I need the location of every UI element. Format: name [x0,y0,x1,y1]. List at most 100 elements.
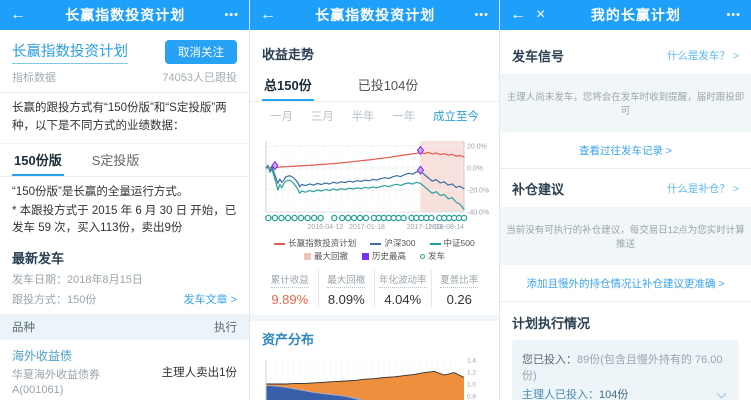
divider [500,301,751,302]
stat-label: 夏普比率 [440,272,479,288]
manager-invested-value: 104份 [599,389,629,400]
appbar-title: 长赢指数投资计划 [315,7,436,23]
svg-text:1.4: 1.4 [467,358,476,365]
plan-intro-text: 长赢的跟投方式有“150份版”和“S定投版”两种，以下是不同方式的业绩数据： [12,102,227,132]
more-icon[interactable]: ••• [726,9,741,21]
topup-section-title: 补仓建议 [512,182,565,197]
back-icon[interactable]: ← [510,6,526,23]
chevron-right-icon: > [732,50,739,62]
range-1m[interactable]: 一月 [270,111,293,123]
table-row[interactable]: 海外收益债 华夏海外收益债券 A(001061) 主理人卖出1份 [12,340,237,400]
time-range-selector: 一月 三月 半年 一年 成立至今 [262,102,487,126]
tab-150-version[interactable]: 150份版 [12,144,64,176]
asset-distribution-chart: 1.41.21.00.80.60.4 [265,358,476,400]
divider [0,92,249,93]
svg-text:2017-11-03: 2017-11-03 [407,224,442,231]
version-tabs: 150份版 S定投版 [0,142,249,177]
execution-status-box: 您已投入：89份(包含且慢外持有的 76.00份) 主理人已投入：104份 [512,340,739,400]
back-icon[interactable]: ← [10,6,26,23]
panel3-content: 发车信号 什么是发车？ > 主理人尚未发车，您将会在发车时收到提醒，届时跟投即可… [500,30,751,400]
tab-total-150[interactable]: 总150份 [262,69,314,101]
legend-hs300: 沪深300 [384,238,416,248]
plan-line-swatch [274,242,286,245]
plan-subtitle: 指标数据 [12,72,56,84]
legend-zz500: 中证500 [443,238,475,248]
panel-my-plan: ← × 我的长赢计划 ••• 发车信号 什么是发车？ > 主理人尚未发车，您将会… [500,0,751,400]
fund-category: 海外收益债 [12,349,73,364]
follow-mode-value: 150份 [67,294,97,307]
stat-label: 年化波动率 [378,272,427,288]
appbar-3: ← × 我的长赢计划 ••• [500,0,751,30]
depart-date-label: 发车日期： [12,274,67,287]
range-6m[interactable]: 半年 [351,111,375,123]
col-action: 执行 [214,322,237,335]
range-1y[interactable]: 一年 [392,111,416,123]
chevron-right-icon: > [718,278,725,290]
stat-value-sharpe: 0.26 [446,292,472,307]
plan-title-link[interactable]: 长赢指数投资计划 [12,40,128,64]
stat-label: 最大回撤 [327,272,366,288]
svg-text:1.2: 1.2 [467,370,476,377]
chevron-right-icon: > [732,183,739,195]
svg-text:2016-04-12: 2016-04-12 [307,224,343,231]
stats-bar: 累计收益 9.89% 最大回撤 8.09% 年化波动率 4.04% 夏普比率 0.26 [262,268,487,313]
range-since-inception[interactable]: 成立至今 [433,111,479,123]
chevron-right-icon: > [230,294,237,307]
legend-depart: 发车 [428,251,446,261]
assets-section-title: 资产分布 [262,332,315,347]
svg-text:2018-08-14: 2018-08-14 [428,224,464,231]
svg-text:1.0: 1.0 [467,382,476,389]
signal-notice: 主理人尚未发车，您将会在发车时收到提醒，届时跟投即可 [500,74,751,132]
panel-performance: ← 长赢指数投资计划 ••• 收益走势 总150份 已投104份 一月 三月 半… [250,0,500,400]
manager-invested-label: 主理人已投入： [522,389,599,400]
chart-legend-markers: 最大回撤 历史最高 发车 [262,250,487,262]
what-is-topup-link[interactable]: 什么是补仓？ > [666,183,739,195]
depart-article-link[interactable]: 发车文章 > [183,294,238,307]
close-icon[interactable]: × [536,6,546,23]
invested-label: 您已投入： [522,354,577,366]
depart-history-link[interactable]: 查看过往发车记录 > [578,145,673,157]
more-icon[interactable]: ••• [474,9,489,21]
divider [500,168,751,169]
panel-plan-overview: ← 长赢指数投资计划 ••• 长赢指数投资计划 取消关注 指标数据 74053人… [0,0,250,400]
zz500-line-swatch [429,242,441,245]
more-icon[interactable]: ••• [224,9,239,21]
section-separator [250,315,499,321]
svg-text:-20.0%: -20.0% [467,188,489,195]
svg-text:-40.0%: -40.0% [467,210,489,217]
depart-marker-swatch [420,254,425,260]
stat-value-cum-return: 9.89% [271,292,309,307]
holdings-table-header: 品种 执行 [0,314,249,341]
latest-depart-title: 最新发车 [12,251,65,267]
high-marker-swatch [361,253,369,261]
stat-value-volatility: 4.04% [384,292,422,307]
svg-text:20.0%: 20.0% [467,144,487,151]
execution-section-title: 计划执行情况 [512,316,591,331]
appbar-title: 我的长赢计划 [590,7,681,23]
range-3m[interactable]: 三月 [310,111,334,123]
tab-s-version[interactable]: S定投版 [91,152,140,168]
fund-name: 华夏海外收益债券 [12,369,100,382]
version-desc-2: * 本跟投方式于 2015 年 6 月 30 日 开始，已发车 59 次，买入1… [12,204,237,235]
appbar-title: 长赢指数投资计划 [65,7,186,23]
unfollow-button[interactable]: 取消关注 [165,40,237,64]
add-external-holdings-link[interactable]: 添加且慢外的持仓情况让补仓建议更准确 > [526,278,725,290]
svg-text:2017-01-18: 2017-01-18 [349,224,385,231]
tab-invested-104[interactable]: 已投104份 [357,78,419,93]
manager-action: 主理人卖出1份 [161,366,237,379]
appbar-1: ← 长赢指数投资计划 ••• [0,0,249,30]
chart-legend-series: 长赢指数投资计划 沪深300 中证500 [262,237,487,249]
hs300-line-swatch [370,242,382,245]
version-desc-1: “150份版”是长赢的全量运行方式。 [12,185,189,198]
legend-high: 历史最高 [371,251,406,261]
appbar-2: ← 长赢指数投资计划 ••• [250,0,499,30]
back-icon[interactable]: ← [260,6,276,23]
svg-text:0.8: 0.8 [467,394,476,400]
legend-plan: 长赢指数投资计划 [288,238,357,248]
svg-text:0.0%: 0.0% [467,166,483,173]
followers-count: 74053人已跟投 [162,72,237,84]
legend-drawdown: 最大回撤 [313,251,348,261]
signal-section-title: 发车信号 [512,49,565,64]
what-is-depart-link[interactable]: 什么是发车？ > [666,50,739,62]
